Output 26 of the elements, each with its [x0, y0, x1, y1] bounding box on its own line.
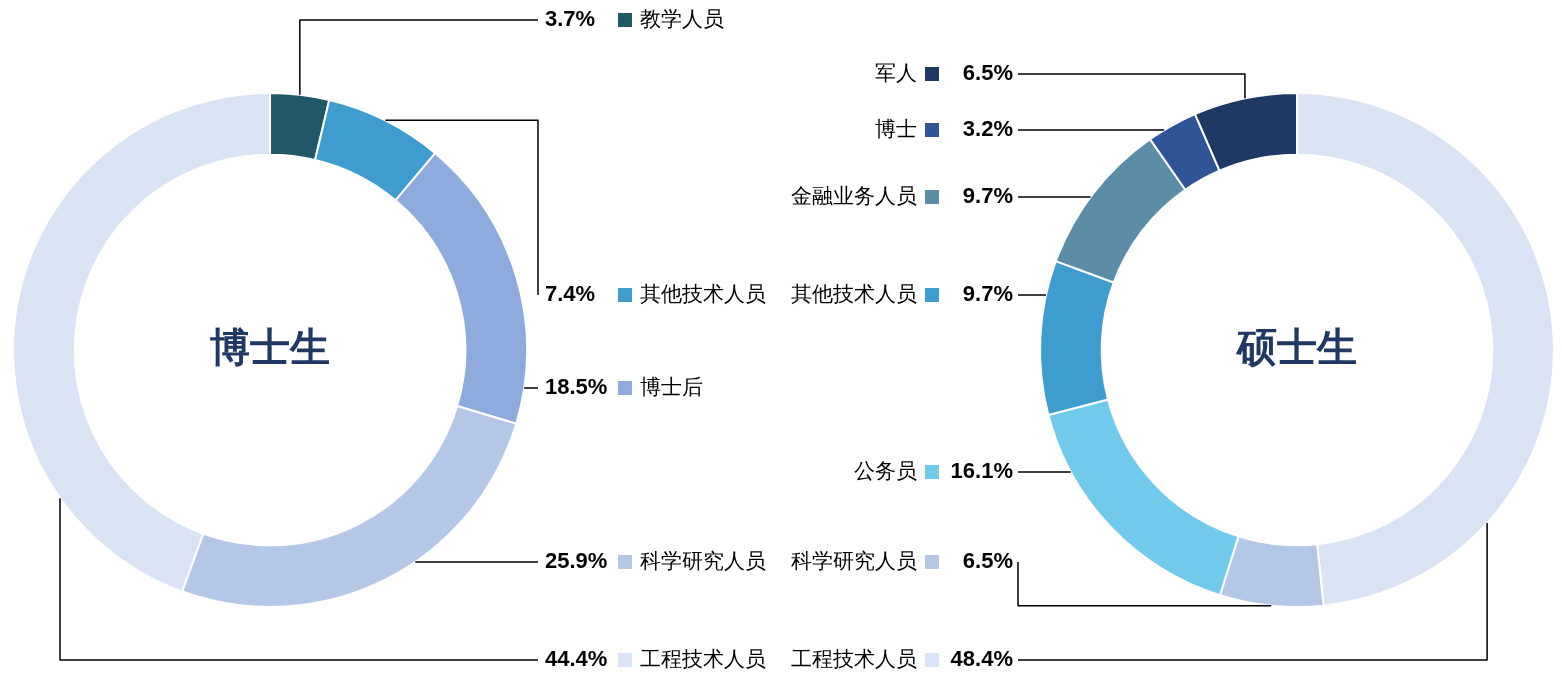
data-label: 18.5%	[545, 374, 608, 400]
legend-label: 博士	[875, 116, 917, 140]
data-label: 16.1%	[950, 458, 1013, 484]
data-label: 44.4%	[545, 646, 608, 672]
data-label: 3.7%	[545, 6, 596, 32]
data-label: 7.4%	[545, 281, 596, 307]
legend-label: 科学研究人员	[791, 548, 917, 572]
legend-label: 其他技术人员	[791, 281, 917, 305]
data-label: 9.7%	[962, 183, 1013, 209]
legend-label: 博士后	[640, 374, 703, 398]
legend-label: 金融业务人员	[791, 183, 917, 207]
data-label: 6.5%	[962, 60, 1013, 86]
data-label: 3.2%	[962, 116, 1013, 142]
legend-label: 工程技术人员	[791, 646, 917, 670]
data-label: 9.7%	[962, 281, 1013, 307]
legend-label: 其他技术人员	[640, 281, 766, 305]
text: 博士生	[210, 325, 330, 370]
legend-label: 教学人员	[640, 6, 724, 30]
data-label: 48.4%	[950, 646, 1013, 672]
text: 硕士生	[1235, 325, 1357, 370]
legend-label: 军人	[875, 60, 917, 84]
data-label: 25.9%	[545, 548, 608, 574]
data-label: 6.5%	[962, 548, 1013, 574]
legend-label: 科学研究人员	[640, 548, 766, 572]
legend-label: 公务员	[854, 458, 917, 482]
legend-label: 工程技术人员	[640, 646, 766, 670]
